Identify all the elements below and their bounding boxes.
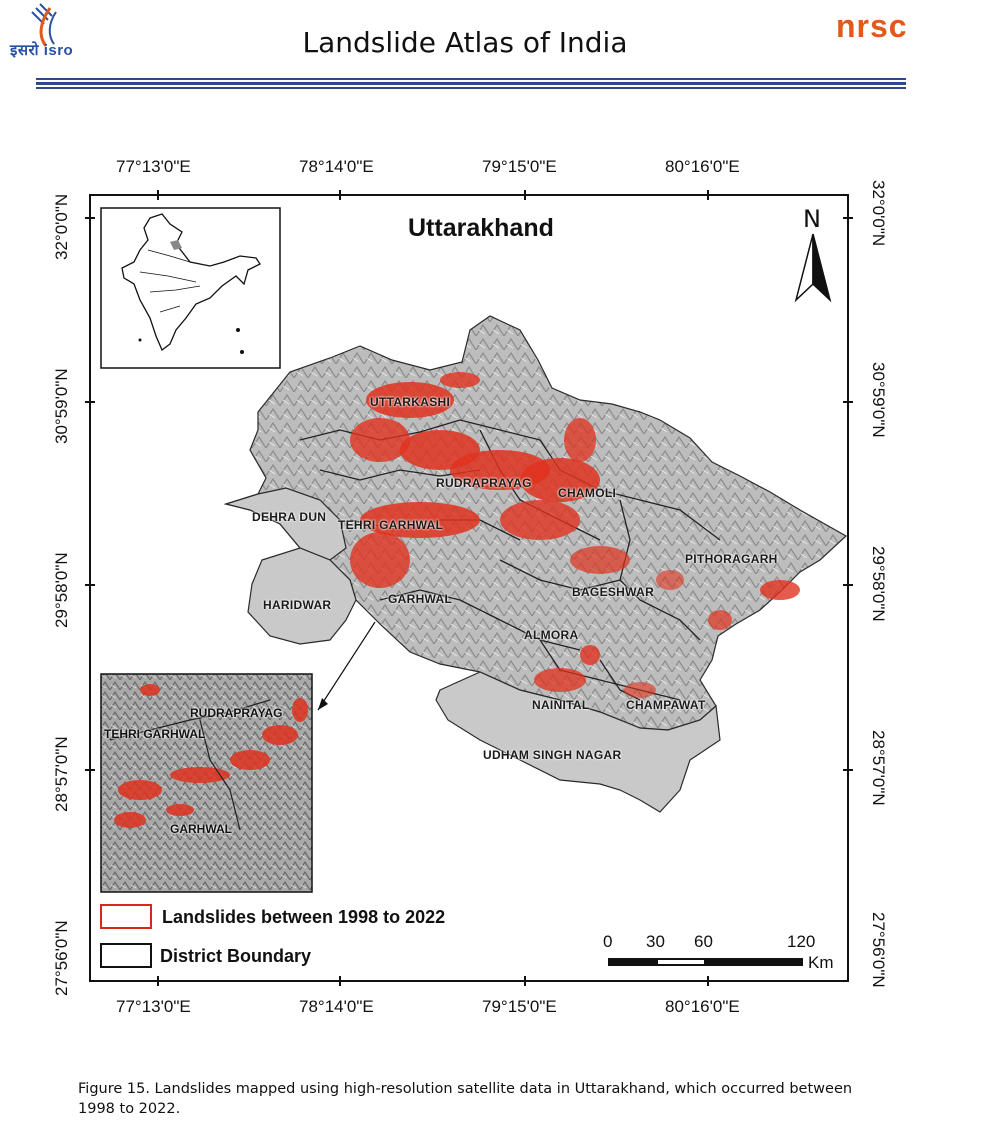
zoom-inset: [100, 621, 376, 893]
header-rule: [36, 78, 906, 89]
lat-label-left: 32°0'0"N: [52, 193, 71, 260]
lon-label-top: 77°13'0"E: [116, 157, 191, 176]
legend-landslides-label: Landslides between 1998 to 2022: [162, 907, 446, 927]
map-frame: [89, 194, 849, 982]
lat-label-right: 28°57'0"N: [869, 730, 888, 806]
legend-landslide-swatch: [100, 904, 152, 929]
north-arrow: [794, 233, 832, 303]
landslide-clusters: [350, 372, 800, 698]
dehradun-plain: [223, 487, 347, 561]
lat-label-right: 32°0'0"N: [869, 180, 888, 247]
inset-label-tehri: TEHRI GARHWAL: [104, 727, 206, 741]
haridwar-district: [247, 547, 357, 645]
india-outline: [121, 213, 261, 352]
district-label-bageshwar: BAGESHWAR: [572, 585, 655, 599]
lon-label-bottom: 80°16'0"E: [665, 997, 740, 1016]
district-label-nainital: NAINITAL: [532, 698, 590, 712]
lat-label-left: 29°58'0"N: [52, 552, 71, 628]
district-label-udham-singh-nagar: UDHAM SINGH NAGAR: [483, 748, 622, 762]
lat-label-right: 27°56'0"N: [869, 912, 888, 988]
scale-bar: [608, 958, 803, 966]
map-canvas: [85, 190, 853, 986]
legend-boundary-swatch: [100, 943, 152, 968]
district-label-garhwal: GARHWAL: [388, 592, 453, 606]
scale-tick-label: 60: [694, 932, 713, 951]
district-label-almora: ALMORA: [524, 628, 579, 642]
lon-label-bottom: 78°14'0"E: [299, 997, 374, 1016]
lat-label-left: 27°56'0"N: [52, 920, 71, 996]
inset-label-rudraprayag: RUDRAPRAYAG: [190, 706, 283, 720]
district-label-tehri: TEHRI GARHWAL: [338, 518, 444, 532]
page-header: इसरो isro Landslide Atlas of India nrsc: [0, 0, 1004, 100]
isro-logo-text: इसरो isro: [10, 42, 74, 59]
north-label: N: [803, 205, 821, 233]
district-label-haridwar: HARIDWAR: [263, 598, 332, 612]
nrsc-logo: nrsc: [836, 8, 908, 44]
scale-tick-label: 30: [646, 932, 665, 951]
lon-label-bottom: 79°15'0"E: [482, 997, 557, 1016]
district-label-dehradun: DEHRA DUN: [252, 510, 327, 524]
legend-boundary-label: District Boundary: [160, 946, 312, 966]
isro-logo: [31, 3, 57, 47]
figure-caption: Figure 15. Landslides mapped using high-…: [78, 1081, 853, 1117]
lon-label-bottom: 77°13'0"E: [116, 997, 191, 1016]
lon-label-top: 80°16'0"E: [665, 157, 740, 176]
india-locator-inset: [100, 207, 281, 369]
inset-label-garhwal: GARHWAL: [170, 822, 232, 836]
lat-label-left: 30°59'0"N: [52, 368, 71, 444]
map-title: Uttarakhand: [408, 214, 554, 242]
scale-tick-label: 120: [787, 932, 816, 951]
scale-unit-label: Km: [808, 953, 834, 972]
district-label-champawat: CHAMPAWAT: [626, 698, 706, 712]
district-label-uttarkashi: UTTARKASHI: [370, 395, 451, 409]
district-label-rudraprayag: RUDRAPRAYAG: [436, 476, 532, 490]
scale-tick-label: 0: [603, 932, 613, 951]
lat-label-left: 28°57'0"N: [52, 736, 71, 812]
district-label-chamoli: CHAMOLI: [558, 486, 617, 500]
lat-label-right: 29°58'0"N: [869, 546, 888, 622]
graticule-ticks: [85, 190, 853, 986]
udham-singh-nagar-district: [435, 671, 721, 813]
district-label-pithoragarh: PITHORAGARH: [685, 552, 778, 566]
lon-label-top: 78°14'0"E: [299, 157, 374, 176]
lon-label-top: 79°15'0"E: [482, 157, 557, 176]
lat-label-right: 30°59'0"N: [869, 362, 888, 438]
page-title: Landslide Atlas of India: [302, 26, 628, 59]
